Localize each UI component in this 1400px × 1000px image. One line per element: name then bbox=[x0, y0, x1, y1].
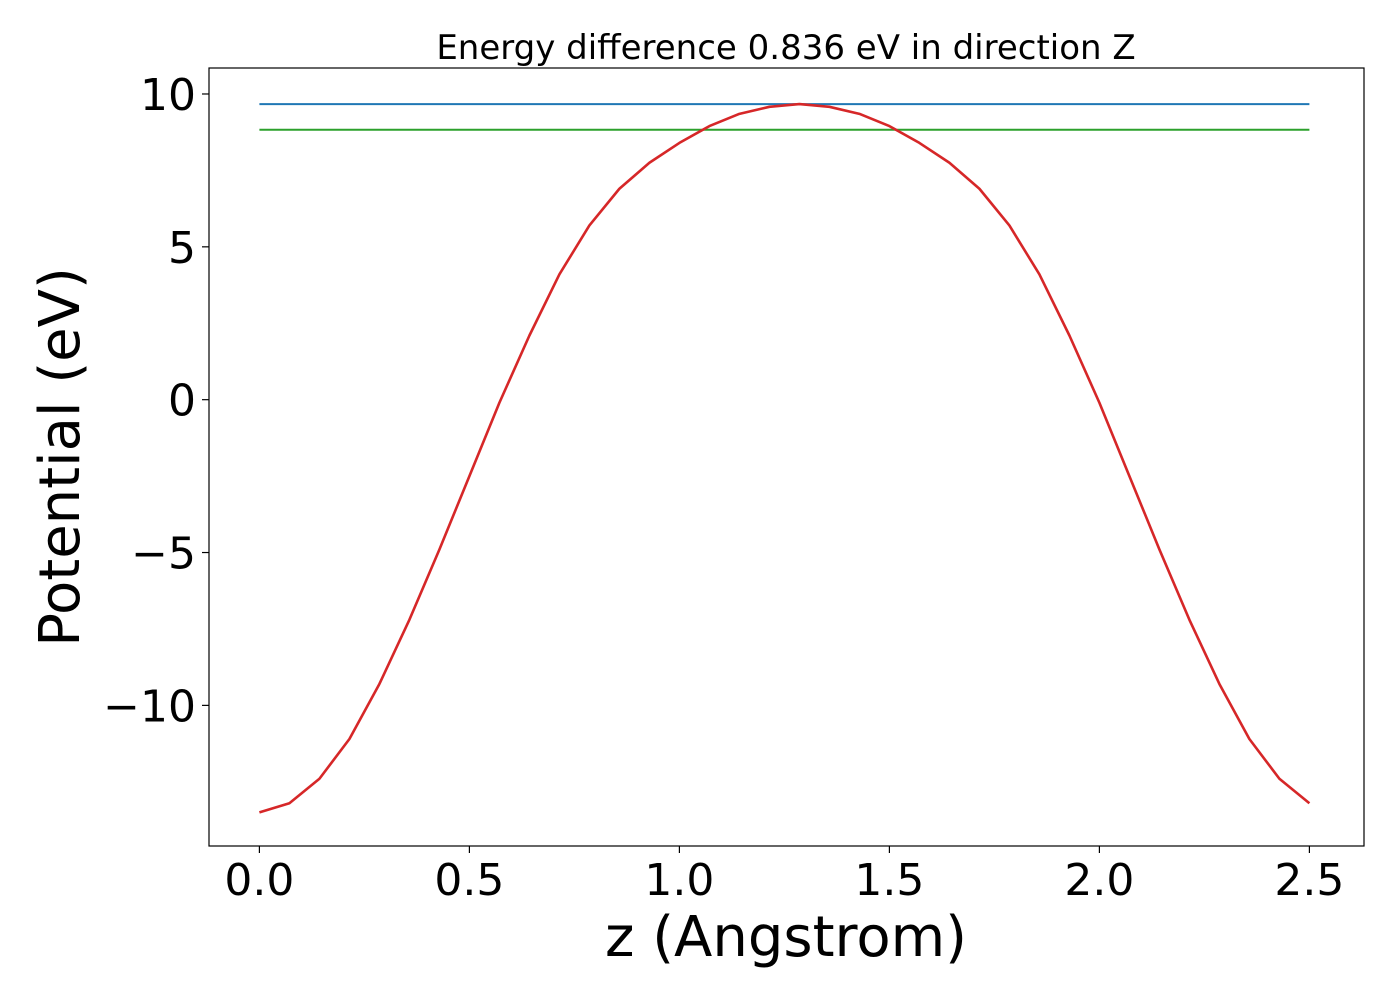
x-tick-label: 1.0 bbox=[644, 855, 714, 906]
x-axis: 0.0 0.5 1.0 1.5 2.0 2.5 bbox=[224, 846, 1344, 906]
potential-curve bbox=[259, 102, 1311, 814]
y-tick-label: −5 bbox=[131, 529, 196, 580]
y-tick-label: −10 bbox=[103, 681, 196, 732]
chart-title: Energy difference 0.836 eV in direction … bbox=[436, 28, 1135, 68]
y-tick-label: 0 bbox=[168, 376, 196, 427]
x-tick-label: 2.5 bbox=[1274, 855, 1344, 906]
y-axis: −10 −5 0 5 10 bbox=[103, 70, 209, 732]
x-axis-label: z (Angstrom) bbox=[605, 905, 967, 970]
x-tick-label: 2.0 bbox=[1064, 855, 1134, 906]
x-tick-label: 0.0 bbox=[224, 855, 294, 906]
y-tick-label: 10 bbox=[140, 70, 196, 121]
y-axis-label: Potential (eV) bbox=[28, 267, 93, 647]
y-tick-label: 5 bbox=[168, 223, 196, 274]
x-tick-label: 1.5 bbox=[854, 855, 924, 906]
series-layer bbox=[259, 102, 1311, 814]
plot-frame bbox=[208, 67, 1365, 847]
x-tick-label: 0.5 bbox=[434, 855, 504, 906]
